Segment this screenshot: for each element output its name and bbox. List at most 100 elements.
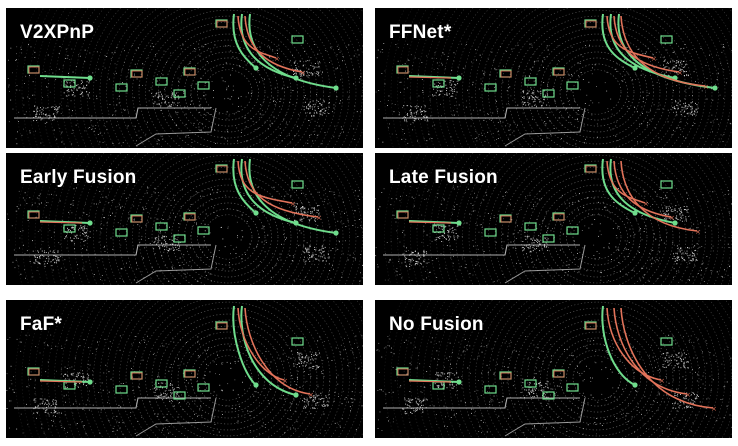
- lidar-point: [55, 255, 57, 257]
- lidar-point: [607, 108, 609, 110]
- lidar-point: [210, 256, 212, 257]
- lidar-point: [667, 61, 669, 63]
- lidar-point: [357, 49, 359, 51]
- scan-ring: [125, 153, 331, 285]
- lidar-point: [405, 70, 406, 72]
- lidar-point: [701, 90, 703, 92]
- lidar-point: [63, 92, 65, 94]
- lidar-point: [161, 255, 163, 257]
- lidar-point: [171, 235, 173, 237]
- lidar-point: [220, 390, 222, 391]
- lidar-point: [307, 249, 309, 251]
- lidar-point: [338, 393, 340, 395]
- lidar-point: [177, 102, 179, 104]
- lidar-point: [706, 343, 708, 344]
- lidar-point: [249, 415, 251, 417]
- lidar-point: [30, 46, 32, 48]
- lidar-point: [85, 232, 87, 234]
- lidar-point: [7, 78, 9, 79]
- lidar-point: [61, 373, 63, 375]
- lidar-point: [620, 271, 621, 273]
- lidar-point: [419, 262, 421, 264]
- lidar-point: [120, 206, 122, 208]
- lidar-point: [706, 415, 707, 417]
- lidar-point: [659, 189, 661, 190]
- lidar-point: [484, 74, 485, 76]
- lidar-point: [408, 261, 410, 262]
- lidar-point: [667, 214, 669, 216]
- lidar-point: [321, 108, 323, 110]
- scan-ring: [481, 300, 713, 438]
- lidar-point: [381, 356, 383, 358]
- lidar-point: [433, 225, 435, 227]
- lidar-point: [424, 251, 426, 253]
- lidar-point: [329, 62, 330, 63]
- lidar-point: [201, 46, 203, 48]
- lidar-point: [203, 236, 205, 237]
- lidar-point: [59, 103, 61, 105]
- lidar-point: [174, 95, 176, 96]
- lidar-point: [420, 106, 422, 108]
- lidar-point: [259, 113, 261, 115]
- scan-ring: [481, 8, 713, 148]
- lidar-point: [399, 386, 401, 388]
- lidar-point: [213, 418, 215, 419]
- lidar-point: [618, 249, 620, 251]
- lidar-point: [539, 250, 541, 252]
- lidar-point: [106, 222, 108, 224]
- lidar-point: [169, 217, 171, 219]
- lidar-point: [162, 345, 163, 347]
- lidar-point: [633, 371, 635, 373]
- lidar-point: [542, 138, 543, 140]
- lidar-point: [202, 377, 204, 379]
- lidar-point: [533, 98, 535, 100]
- scan-ring: [514, 301, 680, 438]
- lidar-point: [71, 90, 73, 92]
- lidar-point: [204, 381, 206, 383]
- lidar-point: [303, 109, 305, 111]
- lidar-point: [286, 426, 288, 428]
- lidar-point: [260, 104, 262, 106]
- lidar-point: [446, 93, 448, 95]
- lidar-point: [429, 271, 431, 273]
- lidar-point: [44, 71, 46, 72]
- lidar-point: [125, 76, 127, 78]
- lidar-point: [81, 238, 83, 240]
- lidar-point: [295, 208, 297, 210]
- lidar-point: [544, 245, 545, 247]
- lidar-point: [523, 97, 525, 99]
- lidar-point: [198, 217, 200, 219]
- predicted-trajectory: [613, 15, 680, 73]
- lidar-point: [190, 103, 191, 105]
- lidar-point: [423, 258, 425, 260]
- lidar-point: [174, 238, 176, 240]
- lidar-point: [716, 118, 718, 120]
- lidar-point: [138, 387, 140, 389]
- lidar-point: [295, 73, 297, 74]
- lidar-point: [294, 62, 296, 64]
- lidar-point: [550, 361, 552, 363]
- lidar-point: [475, 223, 477, 224]
- lidar-point: [418, 255, 420, 257]
- lidar-point: [668, 217, 670, 219]
- lidar-point: [318, 214, 320, 216]
- lidar-point: [162, 399, 164, 401]
- lidar-point: [54, 255, 56, 257]
- lidar-point: [213, 90, 214, 91]
- lidar-point: [639, 358, 641, 360]
- lidar-point: [146, 192, 148, 194]
- lidar-point: [259, 261, 261, 262]
- lidar-point: [43, 107, 45, 109]
- lidar-point: [154, 101, 156, 103]
- lidar-point: [587, 402, 589, 404]
- lidar-point: [692, 114, 693, 116]
- lidar-point: [382, 51, 384, 53]
- lidar-point: [715, 206, 717, 208]
- lidar-point: [259, 402, 260, 404]
- lidar-point: [29, 98, 31, 100]
- lidar-point: [665, 214, 666, 215]
- lidar-point: [309, 397, 311, 399]
- lidar-point: [282, 87, 284, 89]
- lidar-point: [333, 400, 335, 402]
- lidar-point: [473, 358, 475, 360]
